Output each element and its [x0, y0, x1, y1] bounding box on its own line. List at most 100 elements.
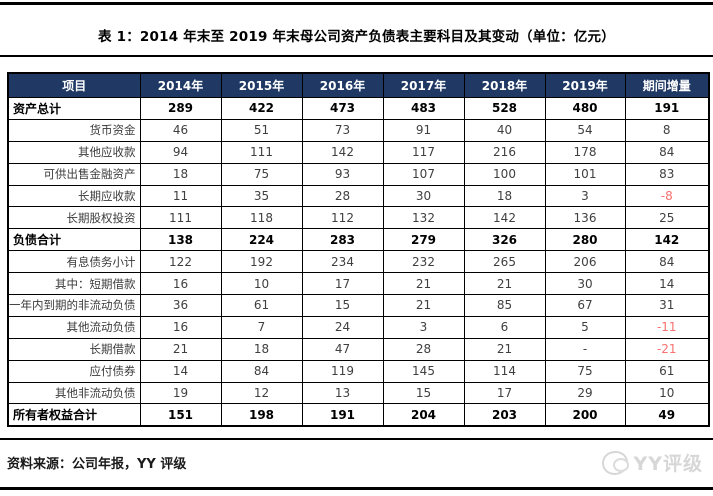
- cell-value: 84: [220, 359, 303, 383]
- watermark-label: YY评级: [633, 453, 703, 475]
- row-label: 长期借款: [7, 337, 141, 361]
- cell-value: 21: [382, 294, 465, 317]
- table-row: 资产总计 289 422 473 483 528 480 191: [7, 97, 710, 120]
- cell-value: 178: [544, 140, 626, 164]
- cell-value: 283: [301, 228, 384, 252]
- cell-value: 61: [624, 359, 710, 383]
- column-header: 2017年: [382, 72, 465, 98]
- column-header: 2019年: [544, 72, 626, 98]
- cell-value: 203: [463, 403, 546, 427]
- cell-value: 73: [301, 118, 384, 142]
- cell-value: -: [544, 337, 626, 361]
- cell-value: 28: [382, 337, 465, 361]
- yy-rating-logo-icon: [602, 450, 630, 475]
- cell-value: 5: [544, 315, 626, 339]
- cell-value: 142: [463, 206, 546, 230]
- cell-value: 7: [220, 315, 303, 339]
- row-label: 有息债务小计: [7, 250, 141, 274]
- cell-value: 67: [544, 294, 626, 317]
- cell-value: 21: [463, 272, 546, 296]
- row-label: 一年内到期的非流动负债: [7, 294, 141, 317]
- row-label: 其他非流动负债: [7, 381, 141, 405]
- column-header: 项目: [7, 72, 141, 98]
- cell-value: 112: [301, 206, 384, 230]
- cell-value: 17: [301, 272, 384, 296]
- column-header: 2018年: [463, 72, 546, 98]
- cell-value: 28: [301, 184, 384, 208]
- cell-value: 280: [544, 228, 626, 252]
- cell-value: 191: [301, 403, 384, 427]
- cell-value: 107: [382, 162, 465, 186]
- cell-value: 3: [544, 184, 626, 208]
- cell-value: 192: [220, 250, 303, 274]
- cell-value: 19: [139, 381, 222, 405]
- row-label: 资产总计: [7, 97, 141, 120]
- cell-value: 16: [139, 315, 222, 339]
- column-header: 2014年: [139, 72, 222, 98]
- table-row: 长期应收款 11 35 28 30 18 3 -8: [7, 184, 710, 208]
- cell-value: 13: [301, 381, 384, 405]
- cell-value: 91: [382, 118, 465, 142]
- top-divider: [0, 2, 713, 5]
- cell-value: 10: [624, 381, 710, 405]
- cell-value: 3: [382, 315, 465, 339]
- cell-value: 83: [624, 162, 710, 186]
- cell-value: 111: [220, 140, 303, 164]
- cell-value: 47: [301, 337, 384, 361]
- cell-value: 93: [301, 162, 384, 186]
- cell-value: -8: [624, 184, 710, 208]
- cell-value: 36: [139, 294, 222, 317]
- cell-value: 138: [139, 228, 222, 252]
- row-label: 长期应收款: [7, 184, 141, 208]
- cell-value: 118: [220, 206, 303, 230]
- cell-value: 483: [382, 97, 465, 120]
- cell-value: 232: [382, 250, 465, 274]
- table-row: 其他流动负债 16 7 24 3 6 5 -11: [7, 315, 710, 339]
- cell-value: 8: [624, 118, 710, 142]
- cell-value: 49: [624, 403, 710, 427]
- cell-value: 101: [544, 162, 626, 186]
- cell-value: 40: [463, 118, 546, 142]
- cell-value: 279: [382, 228, 465, 252]
- table-row: 其他应收款 94 111 142 117 216 178 84: [7, 140, 710, 164]
- cell-value: 14: [139, 359, 222, 383]
- cell-value: 25: [624, 206, 710, 230]
- table-row: 可供出售金融资产 18 75 93 107 100 101 83: [7, 162, 710, 186]
- watermark: YY评级: [602, 449, 703, 476]
- cell-value: 142: [301, 140, 384, 164]
- table-row: 货币资金 46 51 73 91 40 54 8: [7, 118, 710, 142]
- row-label: 负债合计: [7, 228, 141, 252]
- cell-value: 132: [382, 206, 465, 230]
- row-label: 长期股权投资: [7, 206, 141, 230]
- cell-value: 198: [220, 403, 303, 427]
- table-header-row: 项目 2014年 2015年 2016年 2017年 2018年 2019年 期间增量: [7, 72, 710, 98]
- cell-value: 473: [301, 97, 384, 120]
- table-row: 有息债务小计 122 192 234 232 265 206 84: [7, 250, 710, 274]
- cell-value: 35: [220, 184, 303, 208]
- cell-value: 265: [463, 250, 546, 274]
- cell-value: 100: [463, 162, 546, 186]
- row-label: 可供出售金融资产: [7, 162, 141, 186]
- title-divider: [0, 55, 713, 57]
- cell-value: -21: [624, 337, 710, 361]
- cell-value: 6: [463, 315, 546, 339]
- table-row: 其中：短期借款 16 10 17 21 21 30 14: [7, 272, 710, 296]
- table-row: 所有者权益合计 151 198 191 204 203 200 49: [7, 403, 710, 427]
- cell-value: 29: [544, 381, 626, 405]
- cell-value: 54: [544, 118, 626, 142]
- cell-value: 21: [139, 337, 222, 361]
- cell-value: 84: [624, 140, 710, 164]
- cell-value: 61: [220, 294, 303, 317]
- row-label: 货币资金: [7, 118, 141, 142]
- cell-value: 111: [139, 206, 222, 230]
- cell-value: 51: [220, 118, 303, 142]
- balance-sheet-table: 项目 2014年 2015年 2016年 2017年 2018年 2019年 期间增量 资产总…: [7, 72, 710, 428]
- row-label: 其他应收款: [7, 140, 141, 164]
- column-header: 2015年: [220, 72, 303, 98]
- table-bottom-divider: [0, 438, 713, 440]
- cell-value: 31: [624, 294, 710, 317]
- column-header: 2016年: [301, 72, 384, 98]
- cell-value: 21: [382, 272, 465, 296]
- source-note: 资料来源：公司年报，YY 评级: [7, 457, 187, 472]
- cell-value: 18: [220, 337, 303, 361]
